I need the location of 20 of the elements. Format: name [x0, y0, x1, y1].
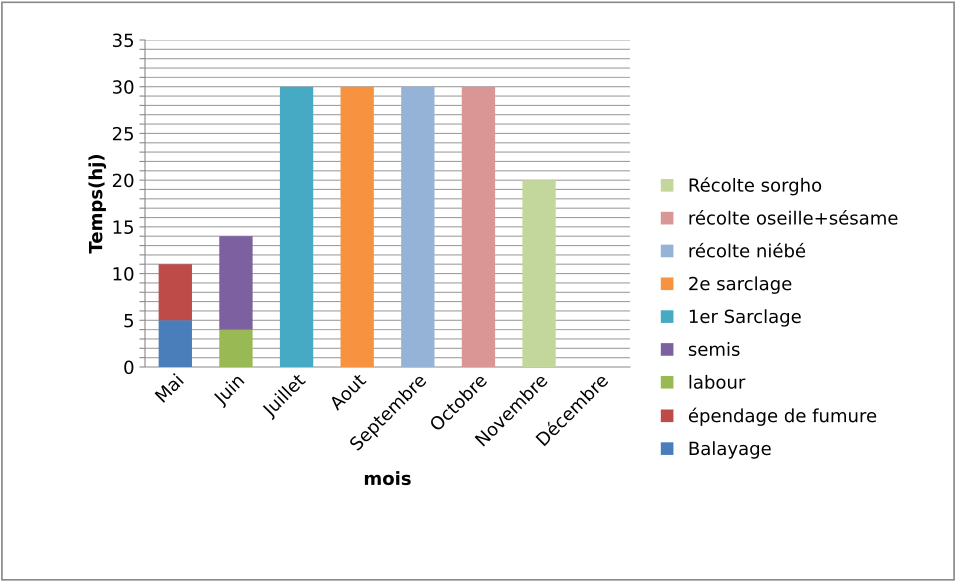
legend-label: Balayage	[690, 441, 771, 459]
legend-label: labour	[690, 374, 746, 389]
y-tick-label: 15	[114, 220, 134, 234]
legend-label: 1er Sarclage	[690, 309, 801, 327]
y-tick-label: 35	[112, 33, 134, 48]
legend-label: récolte oseille+sésame	[690, 210, 898, 225]
y-tick-label: 20	[112, 174, 134, 188]
y-axis-title: Temps(hj)	[88, 154, 106, 254]
y-tick-label: 0	[124, 360, 134, 374]
legend-label: récolte niébé	[690, 242, 806, 258]
y-tick-label: 10	[114, 267, 134, 281]
x-axis-title: mois	[364, 471, 411, 486]
legend-label: Récolte sorgho	[690, 177, 822, 196]
y-tick-label: 25	[112, 126, 134, 141]
y-tick-label: 5	[124, 314, 134, 328]
legend-label: épendage de fumure	[688, 408, 876, 426]
y-tick-label: 30	[112, 80, 134, 94]
x-tick-label: Mai	[154, 373, 184, 403]
legend-label: 2e sarclage	[689, 276, 792, 294]
legend-label: semis	[688, 342, 740, 356]
